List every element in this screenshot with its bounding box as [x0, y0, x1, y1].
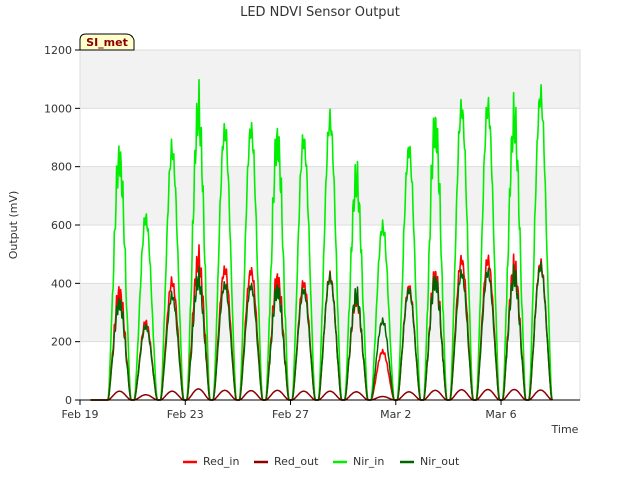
y-tick-label: 200: [51, 336, 72, 349]
y-tick-label: 0: [65, 394, 72, 407]
x-axis-label: Time: [551, 423, 579, 436]
y-tick-label: 600: [51, 219, 72, 232]
grid-band: [80, 50, 580, 109]
x-tick-label: Feb 19: [62, 408, 99, 421]
legend-label: Nir_out: [420, 455, 460, 468]
y-tick-label: 1000: [44, 102, 72, 115]
y-tick-label: 400: [51, 277, 72, 290]
grid-band: [80, 166, 580, 225]
x-tick-label: Feb 27: [272, 408, 309, 421]
y-axis-label: Output (mV): [7, 191, 20, 260]
legend: Red_in Red_out Nir_in Nir_out: [183, 455, 460, 468]
axes: 0 200 400 600 800 1000 1200 Feb 19 Feb 23 Feb 27 M…: [44, 44, 580, 421]
station-badge: SI_met: [79, 33, 135, 51]
chart-title: LED NDVI Sensor Output: [240, 5, 400, 20]
y-tick-label: 1200: [44, 44, 72, 57]
x-tick-label: Mar 6: [485, 408, 516, 421]
series-line-nir-in: [90, 78, 553, 401]
legend-label: Nir_in: [353, 455, 384, 468]
badge-box: [79, 33, 135, 51]
series-line-nir-out: [90, 261, 553, 401]
x-tick-label: Mar 2: [380, 408, 411, 421]
series-layer: [90, 78, 553, 401]
legend-label: Red_in: [203, 455, 239, 468]
series-line-red-out: [90, 388, 553, 401]
legend-label: Red_out: [274, 455, 319, 468]
y-tick-label: 800: [51, 161, 72, 174]
badge-label: SI_met: [86, 36, 128, 49]
x-tick-label: Feb 23: [167, 408, 204, 421]
